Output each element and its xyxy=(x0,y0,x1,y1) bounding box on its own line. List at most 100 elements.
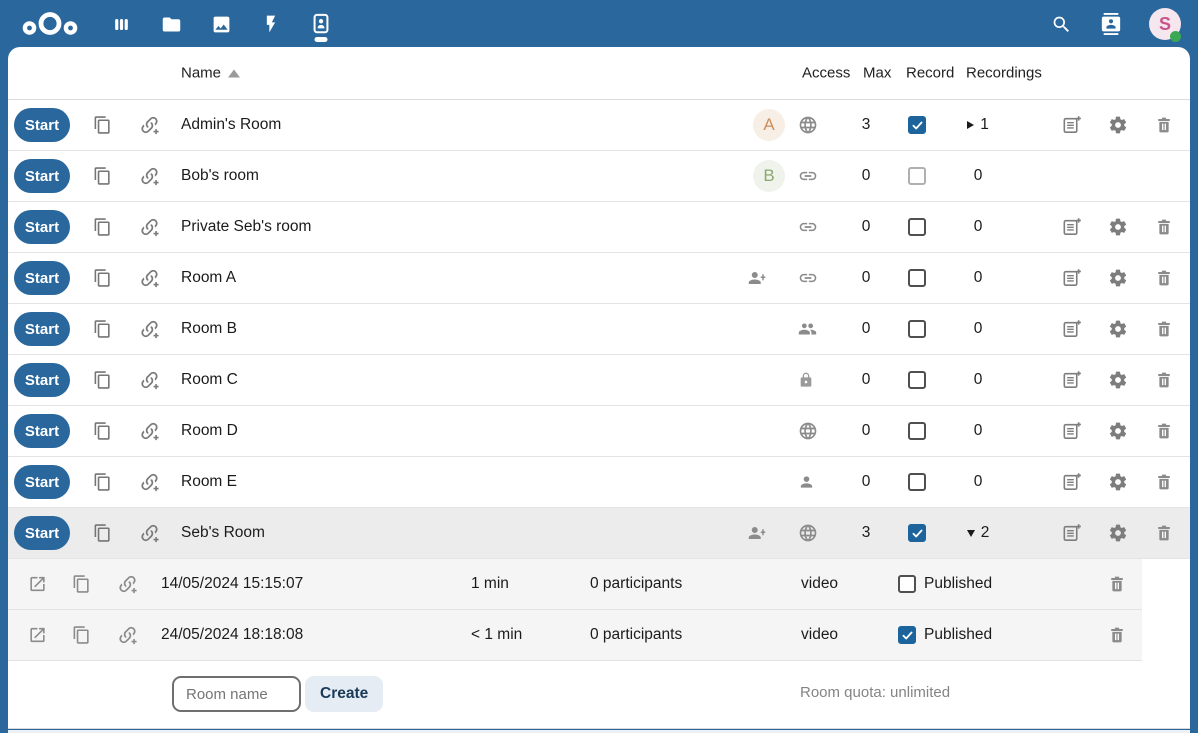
delete-icon[interactable] xyxy=(1155,371,1173,389)
start-button[interactable]: Start xyxy=(14,516,70,550)
delete-icon[interactable] xyxy=(1108,575,1126,593)
copy-icon[interactable] xyxy=(93,320,112,339)
app-menu-item-photos[interactable] xyxy=(203,0,239,48)
open-in-new-icon[interactable] xyxy=(28,626,47,645)
copy-icon[interactable] xyxy=(93,473,112,492)
app-menu-item-activity[interactable] xyxy=(253,0,289,48)
open-in-new-icon[interactable] xyxy=(28,575,47,594)
record-checkbox[interactable] xyxy=(908,269,926,287)
start-button[interactable]: Start xyxy=(14,414,70,448)
dashboard-icon xyxy=(112,15,131,34)
record-checkbox[interactable] xyxy=(908,371,926,389)
link-icon xyxy=(798,166,818,186)
create-room-button[interactable]: Create xyxy=(305,676,384,712)
copy-icon[interactable] xyxy=(93,422,112,441)
recording-participants: 0 participants xyxy=(590,626,683,643)
nextcloud-logo[interactable] xyxy=(18,0,82,48)
record-checkbox[interactable] xyxy=(908,218,926,236)
room-name-input[interactable] xyxy=(172,676,301,712)
copy-icon[interactable] xyxy=(72,626,91,645)
record-checkbox[interactable] xyxy=(908,422,926,440)
recordings-toggle: 0 xyxy=(950,371,1006,389)
settings-icon[interactable] xyxy=(1108,472,1128,492)
published-label: Published xyxy=(924,575,993,592)
settings-icon[interactable] xyxy=(1108,319,1128,339)
copy-icon[interactable] xyxy=(93,218,112,237)
record-checkbox[interactable] xyxy=(908,116,926,134)
settings-icon[interactable] xyxy=(1108,217,1128,237)
record-checkbox[interactable] xyxy=(908,524,926,542)
start-button[interactable]: Start xyxy=(14,312,70,346)
published-checkbox[interactable] xyxy=(898,626,916,644)
settings-icon[interactable] xyxy=(1108,523,1128,543)
copy-icon[interactable] xyxy=(93,167,112,186)
user-avatar[interactable]: S xyxy=(1145,0,1185,48)
link-add-icon[interactable] xyxy=(139,166,160,187)
room-name: Private Seb's room xyxy=(181,218,312,235)
delete-icon[interactable] xyxy=(1155,218,1173,236)
recordings-toggle: 0 xyxy=(950,473,1006,491)
record-checkbox-cell xyxy=(908,320,926,338)
settings-icon[interactable] xyxy=(1108,268,1128,288)
start-button[interactable]: Start xyxy=(14,159,70,193)
document-add-icon[interactable] xyxy=(1061,523,1082,544)
document-add-icon[interactable] xyxy=(1061,268,1082,289)
record-checkbox[interactable] xyxy=(908,473,926,491)
settings-icon[interactable] xyxy=(1108,370,1128,390)
document-add-icon[interactable] xyxy=(1061,370,1082,391)
app-menu-item-dashboard[interactable] xyxy=(103,0,139,48)
published-checkbox-cell xyxy=(898,575,916,593)
search-icon[interactable] xyxy=(1043,0,1079,48)
start-button[interactable]: Start xyxy=(14,261,70,295)
recording-type: video xyxy=(801,626,839,643)
copy-icon[interactable] xyxy=(93,371,112,390)
delete-icon[interactable] xyxy=(1155,269,1173,287)
copy-icon[interactable] xyxy=(93,269,112,288)
copy-icon[interactable] xyxy=(72,575,91,594)
room-name: Room B xyxy=(181,320,237,337)
contacts-icon[interactable] xyxy=(1093,0,1129,48)
document-add-icon[interactable] xyxy=(1061,421,1082,442)
document-add-icon[interactable] xyxy=(1061,472,1082,493)
link-add-icon[interactable] xyxy=(139,115,160,136)
delete-icon[interactable] xyxy=(1108,626,1126,644)
link-add-icon[interactable] xyxy=(139,268,160,289)
delete-icon[interactable] xyxy=(1155,116,1173,134)
copy-icon[interactable] xyxy=(93,116,112,135)
record-checkbox[interactable] xyxy=(908,320,926,338)
link-add-icon[interactable] xyxy=(139,319,160,340)
record-checkbox[interactable] xyxy=(908,167,926,185)
app-menu-item-files[interactable] xyxy=(153,0,189,48)
document-add-icon[interactable] xyxy=(1061,217,1082,238)
link-add-icon[interactable] xyxy=(117,625,138,646)
settings-icon[interactable] xyxy=(1108,421,1128,441)
start-button[interactable]: Start xyxy=(14,108,70,142)
start-button[interactable]: Start xyxy=(14,363,70,397)
app-menu-item-meeting-rooms[interactable] xyxy=(303,0,339,48)
link-add-icon[interactable] xyxy=(139,370,160,391)
room-name: Room C xyxy=(181,371,238,388)
link-add-icon[interactable] xyxy=(139,523,160,544)
delete-icon[interactable] xyxy=(1155,320,1173,338)
start-button[interactable]: Start xyxy=(14,465,70,499)
link-add-icon[interactable] xyxy=(139,217,160,238)
settings-icon[interactable] xyxy=(1108,115,1128,135)
published-checkbox[interactable] xyxy=(898,575,916,593)
document-add-icon[interactable] xyxy=(1061,319,1082,340)
delete-icon[interactable] xyxy=(1155,524,1173,542)
recording-date: 24/05/2024 18:18:08 xyxy=(161,626,304,643)
link-add-icon[interactable] xyxy=(139,472,160,493)
recordings-toggle[interactable]: 1 xyxy=(950,116,1006,134)
start-button[interactable]: Start xyxy=(14,210,70,244)
recordings-toggle: 0 xyxy=(950,422,1006,440)
delete-icon[interactable] xyxy=(1155,473,1173,491)
recordings-count: 0 xyxy=(973,422,983,439)
link-add-icon[interactable] xyxy=(139,421,160,442)
link-add-icon[interactable] xyxy=(117,574,138,595)
column-header-name[interactable]: Name xyxy=(181,65,241,82)
delete-icon[interactable] xyxy=(1155,422,1173,440)
recordings-toggle[interactable]: 2 xyxy=(950,524,1006,542)
recording-row: 24/05/2024 18:18:08 < 1 min 0 participants… xyxy=(8,610,1142,661)
copy-icon[interactable] xyxy=(93,524,112,543)
document-add-icon[interactable] xyxy=(1061,115,1082,136)
